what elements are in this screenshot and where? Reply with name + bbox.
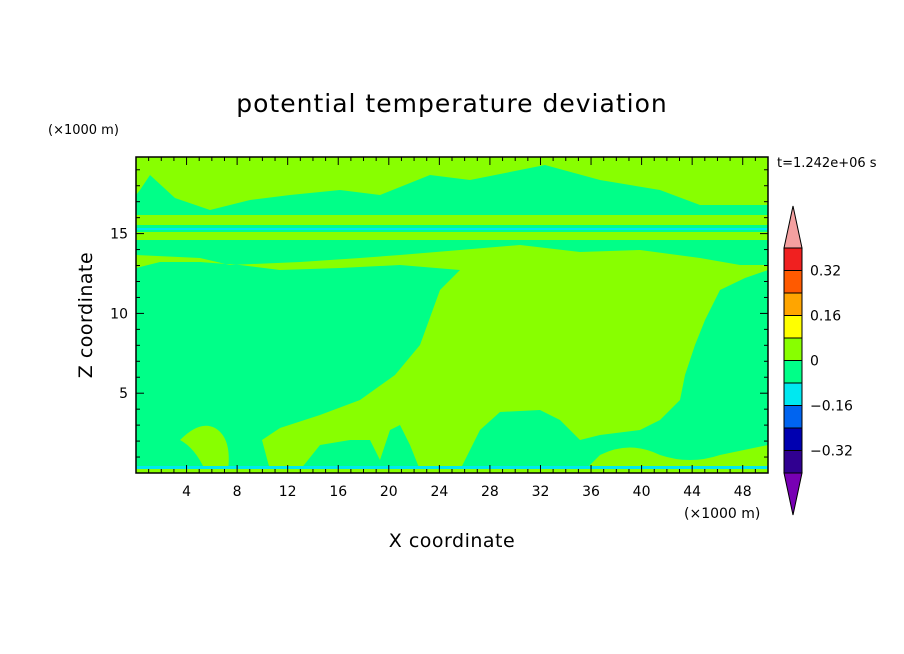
positive-region bbox=[136, 245, 768, 470]
colorbar-bin bbox=[783, 337, 803, 361]
x-tick-label: 12 bbox=[279, 484, 297, 500]
colorbar-bin bbox=[783, 360, 803, 384]
colorbar-bin bbox=[783, 427, 803, 451]
y-tick-label: 5 bbox=[119, 386, 128, 402]
positive-region bbox=[585, 445, 768, 470]
colorbar-bin bbox=[783, 315, 803, 339]
x-tick-label: 44 bbox=[683, 484, 701, 500]
x-tick-label: 32 bbox=[532, 484, 550, 500]
y-tick-label: 15 bbox=[110, 227, 128, 243]
x-tick-label: 8 bbox=[233, 484, 242, 500]
y-axis: 5 10 15 bbox=[110, 169, 768, 458]
colorbar-bin bbox=[783, 292, 803, 316]
colorbar-bin bbox=[783, 405, 803, 429]
time-label: t=1.242e+06 s bbox=[777, 156, 877, 171]
colorbar: 0.32 0.16 0 −0.16 −0.32 bbox=[783, 205, 853, 516]
x-tick-label: 48 bbox=[734, 484, 752, 500]
plot-area bbox=[135, 156, 769, 474]
x-axis: 4 8 12 16 20 24 28 32 36 40 44 48 bbox=[148, 157, 756, 500]
x-tick-label: 40 bbox=[633, 484, 651, 500]
x-unit-label: (×1000 m) bbox=[684, 506, 760, 522]
colorbar-label: −0.16 bbox=[810, 399, 853, 415]
colorbar-upper-arrow bbox=[783, 205, 803, 249]
x-tick-label: 28 bbox=[481, 484, 499, 500]
chart-title: potential temperature deviation bbox=[236, 89, 667, 118]
y-axis-label: Z coordinate bbox=[75, 252, 97, 378]
colorbar-bin bbox=[783, 247, 803, 271]
x-axis-label: X coordinate bbox=[389, 530, 515, 552]
colorbar-lower-arrow bbox=[783, 472, 803, 516]
negative-band bbox=[136, 228, 768, 230]
x-tick-label: 16 bbox=[329, 484, 347, 500]
x-tick-label: 36 bbox=[582, 484, 600, 500]
x-tick-label: 4 bbox=[182, 484, 191, 500]
y-unit-label: (×1000 m) bbox=[48, 123, 119, 138]
x-tick-label: 24 bbox=[430, 484, 448, 500]
colorbar-label: 0.16 bbox=[810, 309, 841, 325]
colorbar-label: 0.32 bbox=[810, 264, 841, 280]
y-tick-label: 10 bbox=[110, 306, 128, 322]
colorbar-label: −0.32 bbox=[810, 444, 853, 460]
positive-region bbox=[180, 425, 229, 470]
colorbar-label: 0 bbox=[810, 354, 819, 370]
x-tick-label: 20 bbox=[380, 484, 398, 500]
colorbar-bin bbox=[783, 450, 803, 474]
colorbar-bin bbox=[783, 382, 803, 406]
positive-region bbox=[136, 157, 768, 210]
colorbar-bin bbox=[783, 270, 803, 294]
